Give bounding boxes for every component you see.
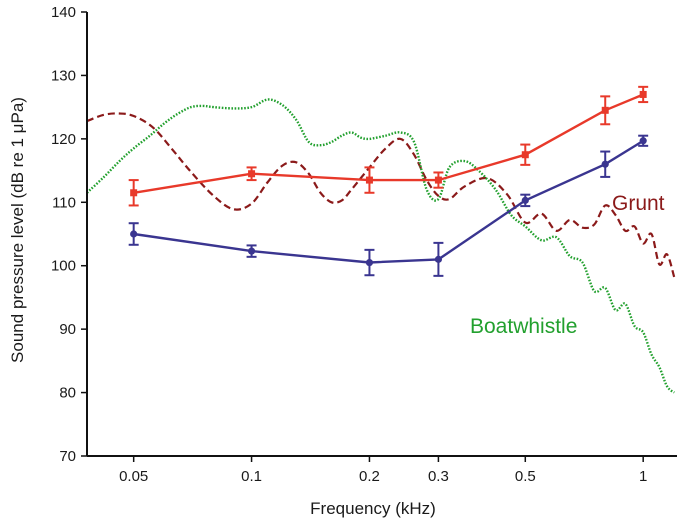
blue-series-line	[133, 139, 644, 264]
blue-data-point	[434, 255, 443, 263]
blue-data-point	[247, 247, 256, 255]
x-tick-label: 0.1	[241, 468, 262, 485]
red-data-point	[521, 151, 529, 159]
y-tick-label: 90	[59, 321, 76, 338]
red-data-point	[365, 176, 373, 184]
x-tick-label: 0.2	[359, 468, 380, 485]
blue-data-point	[521, 196, 529, 204]
labels: Frequency (kHz) Sound pressure level (dB…	[8, 97, 665, 518]
y-tick-label: 130	[51, 67, 76, 84]
x-tick-label: 0.5	[515, 468, 536, 485]
x-tick-label: 1	[639, 468, 647, 485]
red-data-point	[130, 189, 138, 197]
red-data-point	[601, 106, 609, 114]
y-tick-label: 100	[51, 258, 76, 275]
boatwhistle-spectrum-line	[87, 98, 676, 394]
red-series	[128, 85, 649, 207]
y-axis-title: Sound pressure level (dB re 1 μPa)	[8, 97, 27, 363]
boatwhistle-label: Boatwhistle	[470, 315, 577, 338]
red-data-point	[248, 170, 256, 178]
x-axis-title: Frequency (kHz)	[310, 499, 436, 518]
blue-data-point	[365, 258, 374, 267]
y-tick-label: 140	[51, 4, 76, 21]
grunt-series	[87, 112, 676, 278]
red-data-point	[639, 90, 647, 98]
blue-series	[128, 134, 649, 277]
y-tick-label: 80	[59, 385, 76, 402]
grunt-label: Grunt	[612, 192, 665, 215]
x-tick-label: 0.05	[119, 468, 148, 485]
blue-data-point	[130, 230, 138, 238]
blue-data-point	[601, 160, 609, 168]
y-tick-label: 70	[59, 448, 76, 465]
grunt-spectrum-line	[87, 112, 676, 278]
y-tick-label: 110	[52, 194, 76, 211]
axes: 70 80 90 100 110 120 130 140 0.05 0.1 0.2 0.3 0.5 1	[51, 4, 677, 485]
x-tick-label: 0.3	[428, 468, 449, 485]
blue-data-point	[639, 137, 647, 145]
red-data-point	[434, 176, 442, 184]
red-series-line	[133, 93, 644, 194]
y-tick-label: 120	[51, 131, 76, 148]
boatwhistle-series	[87, 98, 676, 394]
